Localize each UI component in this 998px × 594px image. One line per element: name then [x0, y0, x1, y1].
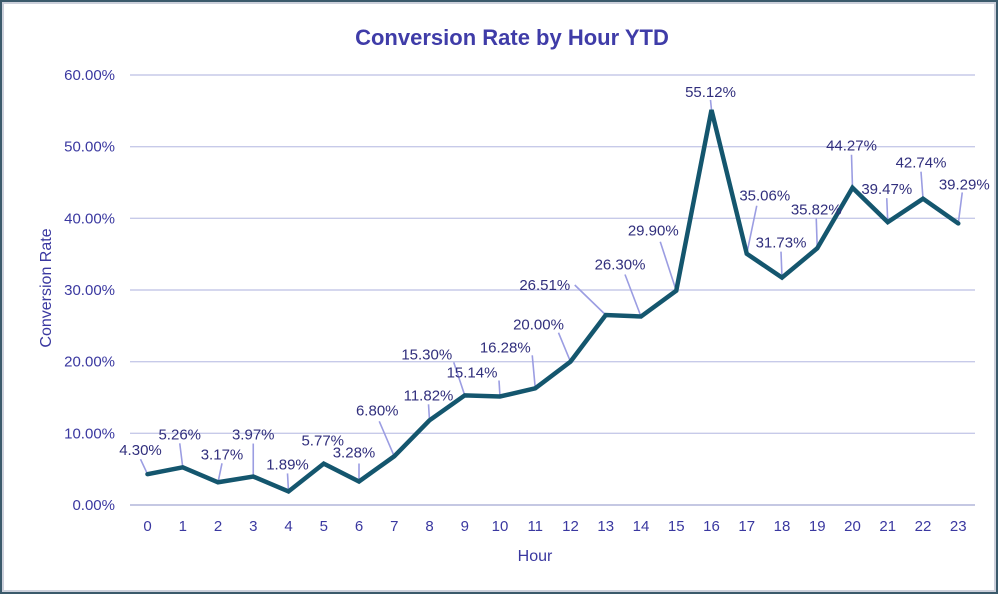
- data-label: 5.26%: [158, 426, 201, 443]
- x-tick-label: 7: [390, 518, 398, 535]
- leader-line: [139, 458, 149, 475]
- data-label: 6.80%: [356, 402, 399, 419]
- x-tick-label: 0: [143, 518, 151, 535]
- data-label: 1.89%: [266, 456, 309, 473]
- data-label: 42.74%: [896, 155, 947, 172]
- y-tick-label: 40.00%: [64, 210, 115, 227]
- gridlines: [130, 74, 975, 506]
- leader-line: [378, 420, 395, 457]
- y-tick-label: 20.00%: [64, 354, 115, 371]
- leader-line: [452, 362, 466, 396]
- x-tick-label: 9: [461, 518, 469, 535]
- leader-line: [624, 274, 642, 317]
- x-tick-label: 19: [809, 518, 826, 535]
- data-label: 3.17%: [201, 446, 244, 463]
- y-tick-label: 30.00%: [64, 282, 115, 299]
- data-label: 39.47%: [861, 181, 912, 198]
- data-label: 4.30%: [119, 442, 162, 459]
- x-tick-label: 16: [703, 518, 720, 535]
- leader-line: [557, 332, 572, 362]
- x-tick-label: 13: [597, 518, 614, 535]
- x-tick-label: 23: [950, 518, 967, 535]
- leader-line: [498, 380, 501, 397]
- x-tick-label: 18: [774, 518, 791, 535]
- x-tick-label: 11: [527, 518, 543, 535]
- leader-line: [574, 284, 607, 316]
- data-label: 29.90%: [628, 223, 679, 240]
- data-label: 5.77%: [301, 433, 344, 450]
- data-label: 16.28%: [480, 339, 531, 356]
- data-labels: 4.30%5.26%3.17% 3.97% 1.89% 5.77%3.28% 6.80%…: [119, 84, 989, 473]
- data-label: 35.82%: [791, 201, 842, 218]
- leader-line: [427, 404, 431, 421]
- x-tick-label: 2: [214, 518, 222, 535]
- data-series: [145, 109, 961, 495]
- x-tick-label: 17: [738, 518, 755, 535]
- leader-line: [709, 99, 713, 111]
- data-label: 44.27%: [826, 138, 877, 155]
- leader-line: [885, 198, 889, 223]
- leader-line: [850, 154, 854, 188]
- data-label: 20.00%: [513, 317, 564, 334]
- y-tick-label: 0.00%: [72, 497, 115, 514]
- chart-title: Conversion Rate by Hour YTD: [355, 25, 669, 50]
- x-tick-label: 10: [492, 518, 509, 535]
- x-axis-tick-labels: 0 1 2 3 4 5 6 7 8 9 10 11 12 13 14 15 16 17 18 19 20 21 22 23: [143, 518, 966, 535]
- x-axis-title: Hour: [518, 548, 553, 565]
- x-tick-label: 6: [355, 518, 363, 535]
- x-tick-label: 8: [425, 518, 433, 535]
- x-tick-label: 20: [844, 518, 861, 535]
- x-tick-label: 4: [284, 518, 292, 535]
- data-label: 26.30%: [595, 257, 646, 274]
- leader-line: [815, 218, 819, 249]
- leader-line: [659, 241, 678, 291]
- x-tick-label: 21: [879, 518, 896, 535]
- data-label: 31.73%: [756, 235, 807, 252]
- x-tick-label: 12: [562, 518, 579, 535]
- y-tick-label: 10.00%: [64, 425, 115, 442]
- leader-line: [920, 171, 924, 199]
- x-tick-label: 14: [633, 518, 650, 535]
- data-label: 11.82%: [404, 387, 454, 404]
- x-tick-label: 22: [915, 518, 932, 535]
- label-leader-lines: [139, 99, 964, 492]
- x-tick-label: 1: [179, 518, 187, 535]
- data-label: 26.51%: [519, 277, 570, 294]
- leader-line: [286, 473, 290, 492]
- data-label: 15.30%: [401, 346, 452, 363]
- y-tick-label: 60.00%: [64, 67, 115, 84]
- data-label: 15.14%: [447, 364, 498, 381]
- y-tick-label: 50.00%: [64, 139, 115, 156]
- x-tick-label: 15: [668, 518, 685, 535]
- data-label: 3.28%: [333, 444, 376, 461]
- y-axis-title: Conversion Rate: [38, 228, 55, 347]
- x-tick-label: 3: [249, 518, 257, 535]
- data-label: 39.29%: [939, 176, 990, 193]
- leader-line: [957, 192, 964, 224]
- leader-line: [745, 205, 758, 254]
- data-label: 3.97%: [232, 427, 275, 444]
- conversion-rate-line: [145, 109, 961, 495]
- x-tick-label: 5: [320, 518, 328, 535]
- leader-line: [217, 463, 223, 483]
- data-label: 55.12%: [685, 84, 736, 101]
- y-axis-tick-labels: 0.00% 10.00% 20.00% 30.00% 40.00% 50.00% 60.00…: [64, 67, 115, 514]
- leader-line: [780, 251, 783, 278]
- leader-line: [531, 355, 537, 389]
- data-label: 35.06%: [739, 188, 790, 205]
- leader-line: [178, 443, 184, 468]
